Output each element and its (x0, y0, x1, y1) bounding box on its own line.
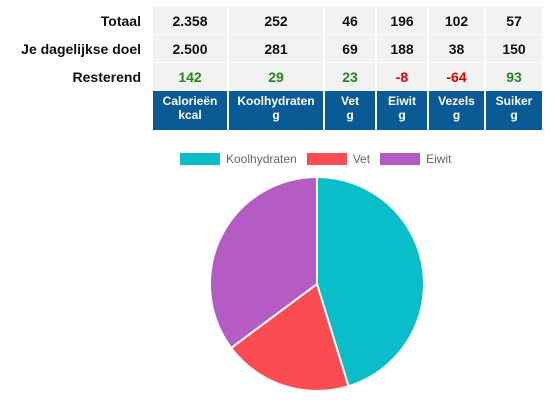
legend-label-koolhydraten: Koolhydraten (226, 152, 297, 166)
header-protein-name: Eiwit (387, 94, 416, 108)
row-label-resterend: Resterend (72, 69, 141, 85)
pie-slice-koolhydraten[interactable] (316, 175, 425, 388)
legend-item-koolhydraten[interactable]: Koolhydraten (180, 152, 297, 166)
header-calories-name: Calorieën (162, 94, 218, 108)
chart-legend: Koolhydraten Vet Eiwit (180, 152, 461, 166)
header-fiber-name: Vezels (438, 94, 475, 108)
header-fat-unit: g (346, 108, 354, 122)
resterend-calories: 142 (153, 63, 229, 91)
header-sugar: Suiker g (486, 91, 544, 130)
pie-slice-eiwit[interactable] (209, 175, 318, 350)
header-protein: Eiwit g (377, 91, 429, 130)
table-row-totaal: Totaal 2.358 252 46 196 102 57 (0, 7, 544, 35)
resterend-sugar: 93 (486, 63, 544, 91)
table-row-doel: Je dagelijkse doel 2.500 281 69 188 38 1… (0, 35, 544, 63)
header-calories: Calorieën kcal (153, 91, 229, 130)
legend-item-eiwit[interactable]: Eiwit (380, 152, 451, 166)
header-fiber: Vezels g (429, 91, 486, 130)
pie-slice-vet[interactable] (229, 282, 350, 392)
header-calories-unit: kcal (178, 108, 202, 122)
legend-item-vet[interactable]: Vet (306, 152, 371, 166)
nutrition-table: Totaal 2.358 252 46 196 102 57 Je dageli… (0, 7, 544, 130)
totaal-fiber: 102 (429, 7, 486, 35)
legend-label-vet: Vet (352, 152, 371, 166)
table-header-row: Calorieën kcal Koolhydraten g Vet g Eiwit g … (0, 91, 544, 130)
legend-swatch-vet (306, 153, 347, 165)
header-fat: Vet g (325, 91, 377, 130)
row-label-doel: Je dagelijkse doel (21, 41, 141, 57)
resterend-fiber: -64 (429, 63, 486, 91)
doel-calories: 2.500 (153, 35, 229, 63)
header-protein-unit: g (398, 108, 406, 122)
header-carbs-name: Koolhydraten (237, 94, 315, 108)
totaal-sugar: 57 (486, 7, 544, 35)
totaal-fat: 46 (325, 7, 377, 35)
doel-carbs: 281 (229, 35, 325, 63)
header-carbs: Koolhydraten g (229, 91, 325, 130)
resterend-fat: 23 (325, 63, 377, 91)
row-label-totaal: Totaal (100, 13, 141, 29)
doel-protein: 188 (377, 35, 429, 63)
doel-fiber: 38 (429, 35, 486, 63)
doel-sugar: 150 (486, 35, 544, 63)
totaal-protein: 196 (377, 7, 429, 35)
header-sugar-unit: g (510, 108, 518, 122)
header-carbs-unit: g (272, 108, 280, 122)
header-fiber-unit: g (452, 108, 461, 122)
doel-fat: 69 (325, 35, 377, 63)
legend-swatch-eiwit (380, 153, 421, 165)
totaal-calories: 2.358 (153, 7, 229, 35)
header-sugar-name: Suiker (495, 94, 533, 108)
resterend-protein: -8 (377, 63, 429, 91)
resterend-carbs: 29 (229, 63, 325, 91)
header-fat-name: Vet (340, 94, 359, 108)
totaal-carbs: 252 (229, 7, 325, 35)
table-row-resterend: Resterend 142 29 23 -8 -64 93 (0, 63, 544, 91)
legend-swatch-koolhydraten (180, 153, 220, 165)
legend-label-eiwit: Eiwit (426, 152, 452, 166)
